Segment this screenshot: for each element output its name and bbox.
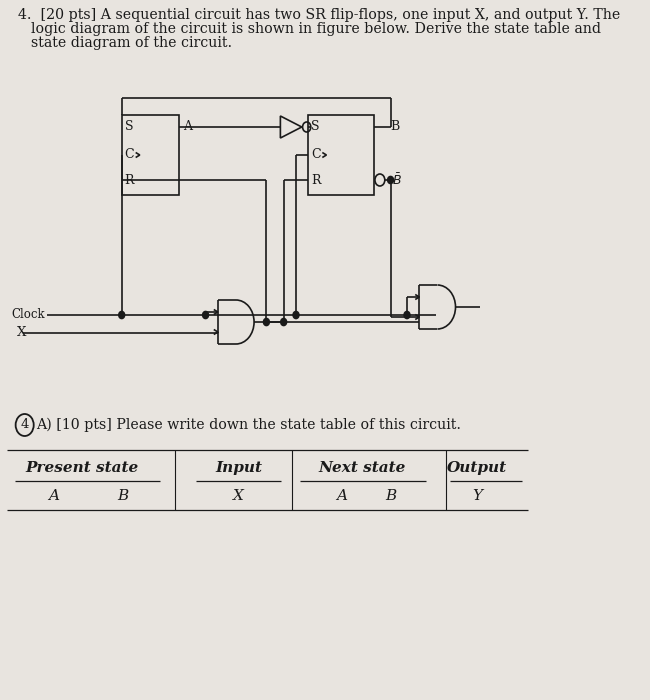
Text: X: X	[16, 326, 26, 340]
Circle shape	[281, 318, 287, 326]
Text: 4.  [20 pts] A sequential circuit has two SR flip-flops, one input X, and output: 4. [20 pts] A sequential circuit has two…	[18, 8, 620, 22]
Text: B: B	[118, 489, 129, 503]
Text: S: S	[311, 120, 320, 134]
Text: A: A	[48, 489, 59, 503]
Text: Next state: Next state	[318, 461, 406, 475]
Text: A: A	[183, 120, 192, 134]
Text: R: R	[311, 174, 320, 186]
Text: Present state: Present state	[25, 461, 139, 475]
Text: Clock: Clock	[12, 309, 46, 321]
Text: C: C	[311, 148, 320, 162]
Text: B: B	[390, 120, 399, 134]
Text: Input: Input	[215, 461, 262, 475]
Text: S: S	[125, 120, 133, 134]
Text: $\bar{B}$: $\bar{B}$	[392, 172, 402, 188]
Text: Output: Output	[447, 461, 507, 475]
Circle shape	[119, 312, 125, 318]
Circle shape	[263, 318, 269, 326]
Text: state diagram of the circuit.: state diagram of the circuit.	[31, 36, 232, 50]
Text: R: R	[124, 174, 134, 186]
Bar	[122, 115, 179, 195]
Circle shape	[387, 176, 393, 183]
Text: Y: Y	[472, 489, 482, 503]
Circle shape	[203, 312, 209, 318]
Text: A: A	[336, 489, 346, 503]
Circle shape	[293, 312, 299, 318]
Text: logic diagram of the circuit is shown in figure below. Derive the state table an: logic diagram of the circuit is shown in…	[31, 22, 601, 36]
Text: C: C	[124, 148, 134, 162]
Text: B: B	[385, 489, 396, 503]
Text: 4: 4	[21, 419, 29, 431]
Text: A) [10 pts] Please write down the state table of this circuit.: A) [10 pts] Please write down the state …	[36, 418, 461, 432]
Circle shape	[404, 312, 410, 318]
Text: X: X	[233, 489, 244, 503]
Bar	[308, 115, 374, 195]
